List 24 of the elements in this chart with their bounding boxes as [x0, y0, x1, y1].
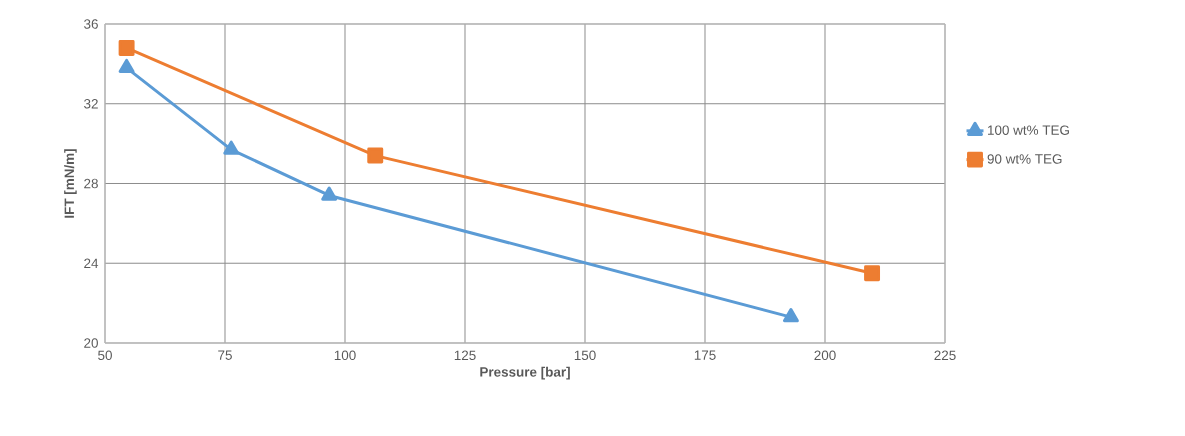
legend-label: 100 wt% TEG — [988, 125, 1069, 135]
x-tick-label: 200 — [814, 350, 836, 361]
point — [864, 265, 881, 282]
x-tick-label: 50 — [98, 350, 112, 361]
point — [782, 308, 799, 323]
x-tick-label: 150 — [574, 350, 596, 361]
x-axis-title: Pressure [bar] — [480, 366, 570, 380]
legend-label: 90 wt% TEG — [987, 154, 1062, 164]
point — [118, 39, 135, 56]
point — [118, 58, 135, 74]
x-tick-label: 75 — [218, 350, 232, 360]
x-tick-label: 175 — [694, 350, 716, 360]
point — [367, 147, 384, 164]
x-tick-label: 100 — [334, 350, 356, 361]
point — [321, 186, 338, 201]
y-tick-label: 36 — [84, 19, 98, 29]
y-tick-label: 20 — [84, 338, 98, 348]
x-tick-label: 125 — [454, 350, 476, 361]
y-tick-label: 24 — [84, 258, 99, 268]
y-tick-label: 32 — [84, 98, 98, 109]
y-tick-label: 28 — [84, 178, 98, 189]
x-tick-label: 225 — [934, 350, 956, 361]
y-axis-title: IFT [mN/m] — [64, 149, 77, 218]
point — [223, 140, 240, 155]
